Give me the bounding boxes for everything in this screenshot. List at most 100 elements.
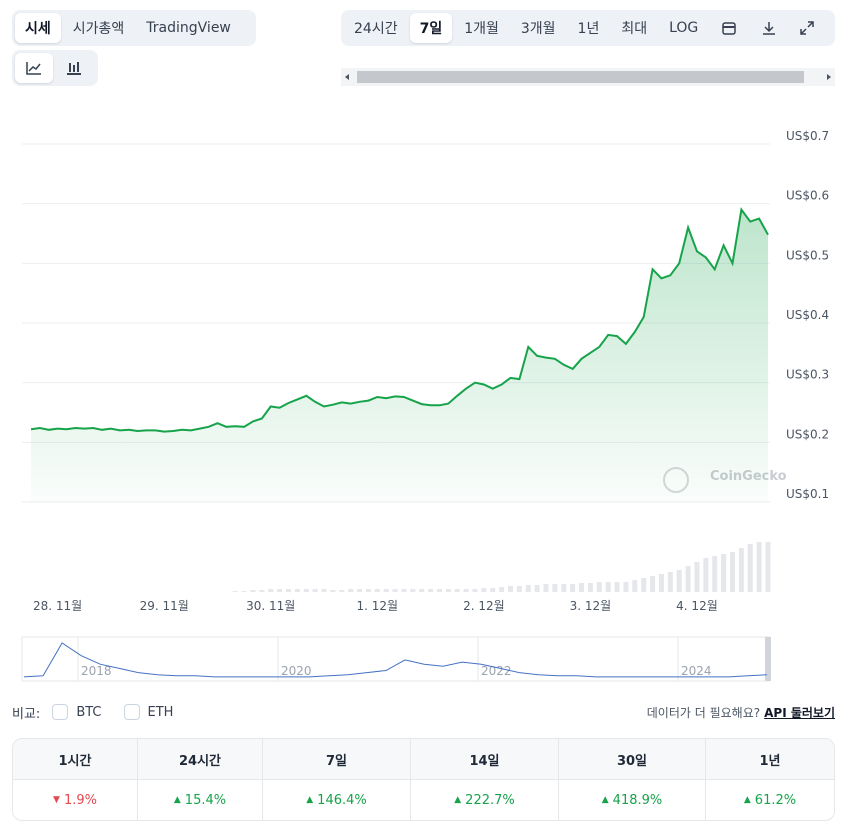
table-cell: ▲ 146.4% — [263, 779, 411, 820]
api-link[interactable]: API 둘러보기 — [764, 705, 835, 720]
range-button[interactable]: 3개월 — [520, 21, 556, 37]
icon — [26, 62, 41, 75]
volume-bar — [454, 589, 460, 592]
volume-bar — [747, 544, 753, 592]
range-group: 24시간 7일 1개월 3개월 1년 최대 LOG — [341, 10, 835, 46]
percent-change: 1.9% — [63, 792, 97, 808]
volume-bar — [410, 589, 416, 592]
x-tick-label: 29. 11월 — [140, 599, 189, 613]
volume-bar — [241, 591, 247, 592]
volume-bar — [641, 578, 647, 592]
checkbox[interactable] — [123, 704, 140, 720]
tab[interactable]: 시세 — [15, 13, 61, 43]
volume-bar — [481, 588, 487, 592]
volume-bar — [579, 583, 585, 592]
volume-bar — [712, 556, 718, 592]
range-button[interactable]: 7일 — [409, 13, 453, 43]
x-tick-label: 2. 12월 — [463, 599, 505, 613]
volume-bar — [419, 589, 425, 592]
y-tick-label: US$0.6 — [786, 189, 829, 203]
volume-bar — [303, 589, 309, 592]
tab[interactable]: TradingView — [146, 20, 231, 36]
volume-bar — [570, 584, 576, 592]
volume-bar — [658, 574, 664, 592]
volume-bar — [685, 566, 691, 592]
up-arrow: ▲ — [743, 795, 751, 805]
line-chart-button[interactable] — [15, 53, 53, 83]
volume-bar — [436, 589, 442, 592]
y-tick-label: US$0.4 — [786, 308, 829, 322]
navigator-label: 2018 — [81, 664, 112, 678]
icon — [67, 62, 81, 75]
y-tick-label: US$0.3 — [786, 368, 829, 382]
volume-bar — [339, 590, 345, 592]
range-button[interactable]: 1년 — [577, 21, 600, 37]
volume-bar — [445, 589, 451, 592]
table-header: 1년 — [706, 739, 834, 779]
volume-bar — [357, 589, 363, 592]
volume-bar — [552, 584, 558, 592]
volume-bar — [534, 585, 540, 592]
range-button[interactable]: 최대 — [621, 21, 648, 37]
icon — [763, 22, 776, 35]
volume-bar — [614, 582, 620, 592]
y-tick-label: US$0.2 — [786, 427, 829, 441]
x-tick-label: 30. 11월 — [246, 599, 295, 613]
volume-bar — [463, 589, 469, 592]
percent-change: 146.4% — [317, 792, 367, 808]
navigator-label: 2022 — [481, 664, 512, 678]
volume-bar — [321, 589, 327, 592]
volume-bar — [490, 588, 496, 592]
calendar-button[interactable] — [710, 13, 748, 43]
checkbox[interactable] — [52, 704, 69, 720]
percent-change: 222.7% — [465, 792, 515, 808]
range-button[interactable]: 24시간 — [354, 21, 398, 37]
volume-bar — [703, 558, 709, 592]
volume-bar — [312, 589, 318, 592]
navigator-line — [23, 642, 768, 678]
x-tick-label: 28. 11월 — [33, 599, 82, 613]
scrollbar[interactable] — [341, 68, 835, 86]
volume-bar — [765, 542, 771, 592]
fullscreen-button[interactable] — [790, 13, 824, 43]
chart-style-group — [12, 50, 98, 86]
volume-bar — [277, 589, 283, 592]
table-header: 30일 — [559, 739, 706, 779]
range-button[interactable]: 1개월 — [464, 21, 499, 37]
table-cell: ▲ 418.9% — [559, 779, 706, 820]
download-button[interactable] — [750, 13, 788, 43]
volume-bar — [374, 589, 380, 592]
up-arrow: ▲ — [454, 795, 462, 805]
y-tick-label: US$0.5 — [786, 248, 829, 262]
volume-bar — [561, 584, 567, 592]
scroll-thumb[interactable] — [357, 71, 804, 83]
volume-bar — [472, 589, 478, 592]
change-table: 1시간 24시간 7일 14일 30일 1년 ▼ 1.9% ▲ 15.4% ▲ 146.4% ▲ 222.… — [12, 738, 835, 821]
y-tick-label: US$0.1 — [786, 487, 829, 501]
percent-change: 61.2% — [754, 792, 797, 808]
compare-option[interactable]: ETH — [147, 704, 174, 720]
tab-group: 시세 시가총액 TradingView — [12, 10, 256, 46]
volume-bar — [721, 554, 727, 592]
down-arrow: ▼ — [53, 795, 60, 805]
range-button[interactable]: LOG — [669, 20, 699, 36]
table-header: 14일 — [411, 739, 559, 779]
up-arrow: ▲ — [173, 795, 181, 805]
percent-change: 418.9% — [612, 792, 663, 808]
price-line — [30, 207, 769, 433]
icon — [722, 22, 737, 35]
navigator-handle[interactable] — [765, 637, 771, 681]
volume-bar — [525, 585, 531, 592]
x-tick-label: 1. 12월 — [357, 599, 399, 613]
compare-option[interactable]: BTC — [76, 704, 102, 720]
chart: CoinGecko US$0.1US$0.2US$0.3US$0.4US$0.5… — [21, 129, 829, 682]
volume-bar — [232, 591, 238, 592]
candle-chart-button[interactable] — [55, 53, 93, 83]
volume-bar — [756, 542, 762, 592]
navigator-label: 2020 — [281, 664, 312, 678]
area — [31, 209, 768, 502]
volume-bar — [330, 590, 336, 592]
tab[interactable]: 시가총액 — [72, 21, 125, 37]
volume-bar — [587, 583, 593, 592]
table-cell: ▲ 61.2% — [706, 779, 834, 820]
